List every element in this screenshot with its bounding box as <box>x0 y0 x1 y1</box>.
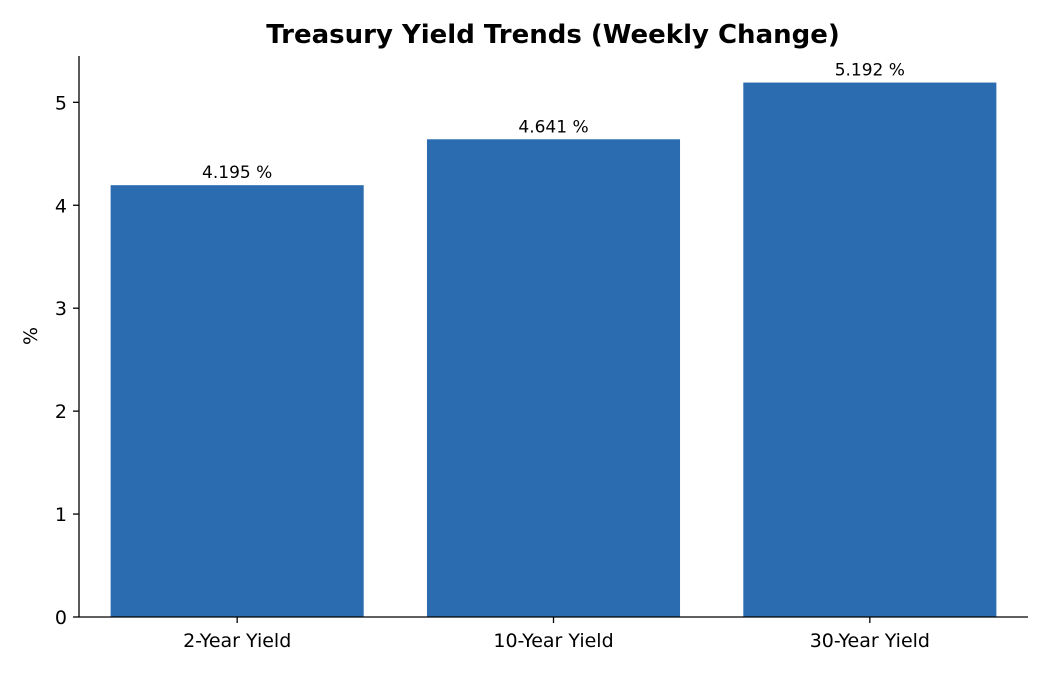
x-tick-label-10-year-yield: 10-Year Yield <box>493 630 613 652</box>
y-tick-label: 4 <box>55 195 67 217</box>
bar-30-year-yield <box>743 82 997 617</box>
bar-value-label-30-year-yield: 5.192 % <box>835 61 905 81</box>
y-tick-label: 5 <box>55 92 67 114</box>
x-tick-label-30-year-yield: 30-Year Yield <box>810 630 930 652</box>
y-tick-label: 1 <box>55 504 67 526</box>
y-tick-label: 0 <box>55 607 67 629</box>
x-tick-label-2-year-yield: 2-Year Yield <box>183 630 291 652</box>
bar-10-year-yield <box>426 139 681 618</box>
chart-title: Treasury Yield Trends (Weekly Change) <box>266 20 840 50</box>
y-axis-ticks: 0 1 2 3 4 5 <box>55 92 79 629</box>
bar-value-label-10-year-yield: 4.641 % <box>518 117 588 137</box>
bar-value-labels: 4.195 % 4.641 % 5.192 % <box>202 61 905 184</box>
bar-2-year-yield <box>110 185 364 618</box>
bars-layer <box>110 82 997 618</box>
x-axis-ticks: 2-Year Yield 10-Year Yield 30-Year Yield <box>183 617 930 652</box>
bar-value-label-2-year-yield: 4.195 % <box>202 163 272 183</box>
y-tick-label: 2 <box>55 401 67 423</box>
y-tick-label: 3 <box>55 298 67 320</box>
y-axis-label: % <box>20 327 42 345</box>
